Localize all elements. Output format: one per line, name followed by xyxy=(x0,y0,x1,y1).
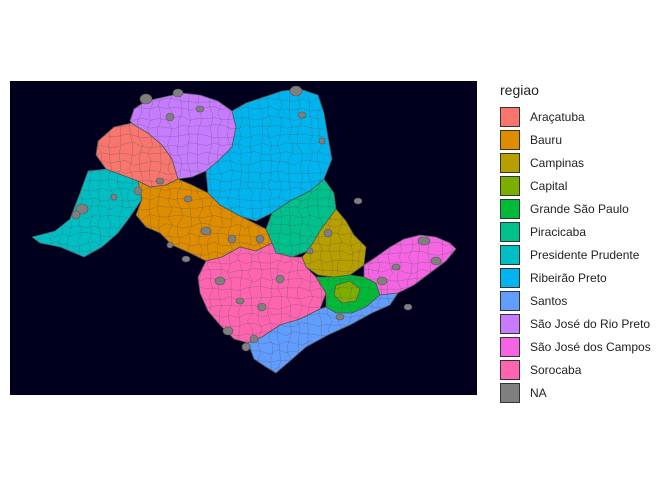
region-11 xyxy=(247,292,399,374)
na-area-19 xyxy=(323,228,333,238)
na-area-15 xyxy=(257,302,267,312)
legend-key xyxy=(500,130,520,150)
region-0 xyxy=(31,168,143,258)
na-area-8 xyxy=(133,186,143,196)
na-area-24 xyxy=(430,256,442,266)
na-area-33 xyxy=(353,197,363,205)
legend-item: Piracicaba xyxy=(500,221,670,244)
legend-item: São José dos Campos xyxy=(500,336,670,359)
legend-item: Santos xyxy=(500,290,670,313)
na-area-4 xyxy=(289,85,303,97)
legend-item: São José do Rio Preto xyxy=(500,313,670,336)
legend-item: Sorocaba xyxy=(500,359,670,382)
map-panel xyxy=(10,81,477,395)
na-area-20 xyxy=(306,247,314,255)
na-area-2 xyxy=(165,112,175,122)
legend-item: Bauru xyxy=(500,129,670,152)
na-area-18 xyxy=(249,334,259,344)
na-area-31 xyxy=(275,274,285,284)
na-area-22 xyxy=(391,263,401,271)
legend-label: Araçatuba xyxy=(530,110,585,124)
na-area-6 xyxy=(75,203,89,215)
na-area-30 xyxy=(181,255,191,263)
legend-key xyxy=(500,291,520,311)
legend-label: Presidente Prudente xyxy=(530,248,640,262)
legend-label: Sorocaba xyxy=(530,363,582,377)
na-area-5 xyxy=(297,111,307,119)
na-area-10 xyxy=(200,226,212,236)
region-7 xyxy=(197,242,327,344)
state-map xyxy=(31,85,457,374)
legend-key xyxy=(500,383,520,403)
legend-title: regiao xyxy=(500,82,539,98)
legend-label: NA xyxy=(530,386,547,400)
legend-item: Ribeirão Preto xyxy=(500,267,670,290)
legend-label: São José do Rio Preto xyxy=(530,317,651,331)
na-area-21 xyxy=(376,276,388,286)
legend-label: Piracicaba xyxy=(530,225,587,239)
legend-key xyxy=(500,314,520,334)
legend-item: Campinas xyxy=(500,152,670,175)
legend-key xyxy=(500,245,520,265)
legend-item: Capital xyxy=(500,175,670,198)
legend: regiao Araçatuba Bauru Campinas Capital Gran… xyxy=(500,80,670,405)
legend-label: Grande São Paulo xyxy=(530,202,629,216)
na-area-14 xyxy=(235,297,245,305)
na-area-27 xyxy=(183,195,193,203)
na-area-9 xyxy=(155,177,165,185)
na-area-17 xyxy=(241,342,251,352)
na-area-11 xyxy=(227,234,237,244)
legend-label: Santos xyxy=(530,294,568,308)
na-area-1 xyxy=(172,88,184,98)
legend-key xyxy=(500,268,520,288)
legend-item: Presidente Prudente xyxy=(500,244,670,267)
na-area-26 xyxy=(335,313,345,321)
legend-label: Ribeirão Preto xyxy=(530,271,607,285)
legend-items: Araçatuba Bauru Campinas Capital Grande São … xyxy=(500,106,670,405)
legend-item: Grande São Paulo xyxy=(500,198,670,221)
legend-label: Campinas xyxy=(530,156,585,170)
na-area-3 xyxy=(195,105,205,113)
legend-key xyxy=(500,199,520,219)
legend-key xyxy=(500,176,520,196)
na-area-25 xyxy=(403,303,413,311)
legend-label: Capital xyxy=(530,179,568,193)
na-area-7 xyxy=(71,210,81,220)
legend-key xyxy=(500,222,520,242)
na-area-32 xyxy=(166,241,174,249)
na-area-12 xyxy=(255,234,265,244)
na-area-29 xyxy=(318,137,326,145)
na-area-13 xyxy=(214,276,226,286)
legend-key xyxy=(500,337,520,357)
legend-label: Bauru xyxy=(530,133,563,147)
na-area-0 xyxy=(139,93,153,105)
legend-label: São José dos Campos xyxy=(530,340,651,354)
legend-key xyxy=(500,153,520,173)
na-area-23 xyxy=(417,236,431,246)
na-area-28 xyxy=(110,193,118,201)
legend-item: Araçatuba xyxy=(500,106,670,129)
na-area-16 xyxy=(222,326,234,336)
legend-key xyxy=(500,360,520,380)
legend-item: NA xyxy=(500,382,670,405)
legend-key xyxy=(500,107,520,127)
